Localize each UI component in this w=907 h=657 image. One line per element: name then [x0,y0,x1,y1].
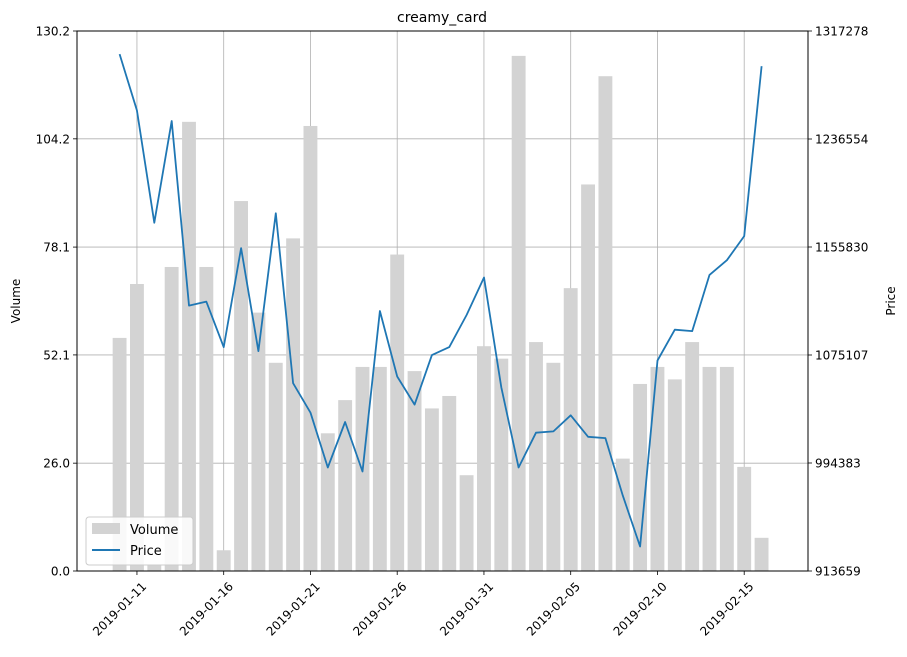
volume-bar [667,379,682,571]
volume-bar [615,458,630,571]
volume-bar [477,346,491,571]
volume-bar [234,201,248,571]
volume-bar [251,312,266,571]
volume-bar [407,371,422,571]
volume-bar [529,342,543,571]
volume-bar [581,184,595,571]
volume-bar [303,125,318,571]
left-axis-ticks: 0.0 26.0 52.1 78.1 104.2 130.2 [36,25,77,579]
volume-bar [424,408,439,571]
volume-bar [216,550,231,571]
volume-bar [147,564,162,571]
volume-bar [563,288,578,571]
x-tick-label: 2019-02-10 [611,579,670,638]
right-axis-label: Price [884,286,898,315]
right-tick-label: 913659 [815,565,861,579]
left-tick-label: 78.1 [43,241,70,255]
volume-bar [112,337,127,571]
x-tick-label: 2019-01-31 [437,579,496,638]
volume-bar [442,395,457,571]
legend-price-label: Price [130,544,162,559]
volume-bar [511,55,526,572]
volume-bar [459,475,474,571]
right-tick-label: 1317278 [815,25,868,39]
volume-bars [112,55,769,572]
left-tick-label: 0.0 [51,565,70,579]
price-line-layer [118,53,763,548]
right-tick-label: 1075107 [815,348,868,362]
volume-bar [598,76,613,572]
volume-bar [546,362,561,571]
plot-frame [76,30,809,572]
volume-bar [494,358,509,571]
legend-volume-label: Volume [130,523,178,538]
right-tick-label: 994383 [815,456,861,470]
x-tick-label: 2019-01-26 [350,579,409,638]
x-tick-label: 2019-01-21 [264,579,323,638]
volume-bar [130,283,144,571]
x-tick-label: 2019-02-05 [524,579,583,638]
volume-bar [320,433,335,571]
left-tick-label: 130.2 [36,25,70,39]
x-axis-ticks: 2019-01-11 2019-01-16 2019-01-21 2019-01-26… [90,571,757,639]
volume-bar [650,366,665,571]
left-tick-label: 104.2 [36,132,70,146]
chart-title: creamy_card [397,10,487,26]
left-tick-label: 52.1 [43,348,70,362]
volume-bar [182,121,196,571]
volume-bar [372,366,387,571]
volume-bar [754,537,769,571]
volume-bar [390,254,405,571]
right-tick-label: 1236554 [815,133,868,147]
right-axis-ticks: 913659 994383 1075107 1155830 1236554 1317278 [808,25,868,579]
price-line [118,53,763,548]
volume-bar [633,383,648,571]
right-tick-label: 1155830 [815,241,868,255]
volume-bar [685,342,700,571]
left-tick-label: 26.0 [43,457,70,471]
volume-bar [164,266,179,571]
volume-bar [286,238,301,571]
volume-bar [719,366,734,571]
volume-bar [268,362,283,571]
legend: Volume Price [85,516,194,566]
volume-bar [737,466,752,571]
x-tick-label: 2019-01-11 [90,579,149,638]
volume-bar [702,366,717,571]
x-tick-label: 2019-01-16 [177,579,236,638]
legend-volume-swatch [92,523,120,534]
volume-bar [338,400,353,571]
x-tick-label: 2019-02-15 [697,579,756,638]
left-axis-label: Volume [9,279,23,324]
volume-bar [199,266,214,571]
